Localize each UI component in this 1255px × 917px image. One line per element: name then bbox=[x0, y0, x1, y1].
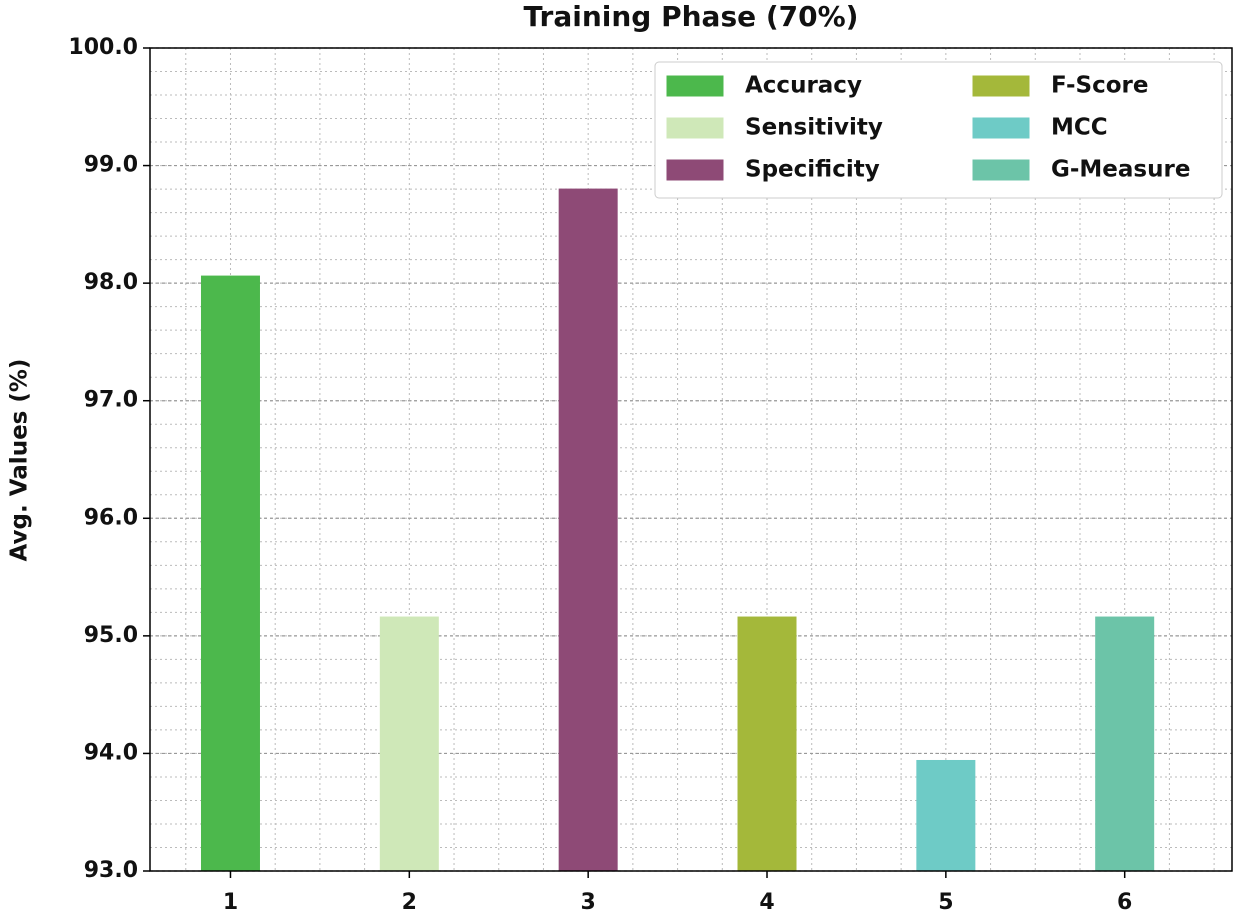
bar bbox=[1095, 616, 1155, 872]
y-tick-label: 93.0 bbox=[84, 858, 138, 883]
chart-title: Training Phase (70%) bbox=[524, 0, 859, 33]
legend-swatch bbox=[666, 75, 724, 97]
legend-swatch bbox=[972, 159, 1030, 181]
legend-label: MCC bbox=[1051, 115, 1108, 141]
legend-swatch bbox=[666, 117, 724, 139]
legend-swatch bbox=[666, 159, 724, 181]
y-tick-label: 97.0 bbox=[84, 388, 138, 413]
y-axis-label: Avg. Values (%) bbox=[7, 359, 33, 562]
plot-frame bbox=[149, 47, 1233, 872]
y-tick-label: 95.0 bbox=[84, 623, 138, 648]
legend-label: Sensitivity bbox=[745, 115, 883, 141]
legend-label: F-Score bbox=[1051, 73, 1149, 99]
bar bbox=[558, 188, 618, 872]
x-tick-label: 1 bbox=[223, 890, 238, 915]
x-tick-label: 4 bbox=[759, 890, 774, 915]
legend-label: G-Measure bbox=[1051, 157, 1190, 183]
bar bbox=[379, 616, 439, 872]
legend-label: Specificity bbox=[745, 157, 880, 183]
y-tick-label: 99.0 bbox=[84, 153, 138, 178]
bar bbox=[200, 275, 260, 872]
y-tick-label: 94.0 bbox=[84, 740, 138, 765]
legend: Accuracy Sensitivity Specificity F-Score MCC… bbox=[654, 61, 1223, 199]
x-tick-label: 3 bbox=[581, 890, 596, 915]
legend-swatch bbox=[972, 75, 1030, 97]
x-tick-label: 6 bbox=[1117, 890, 1132, 915]
bar bbox=[916, 759, 976, 872]
x-tick-label: 2 bbox=[402, 890, 417, 915]
x-tick-label: 5 bbox=[938, 890, 953, 915]
legend-box bbox=[654, 61, 1223, 199]
bar bbox=[737, 616, 797, 872]
y-tick-label: 96.0 bbox=[84, 505, 138, 530]
y-tick-label: 98.0 bbox=[84, 270, 138, 295]
legend-swatch bbox=[972, 117, 1030, 139]
y-tick-label: 100.0 bbox=[68, 35, 138, 60]
legend-label: Accuracy bbox=[745, 73, 862, 99]
